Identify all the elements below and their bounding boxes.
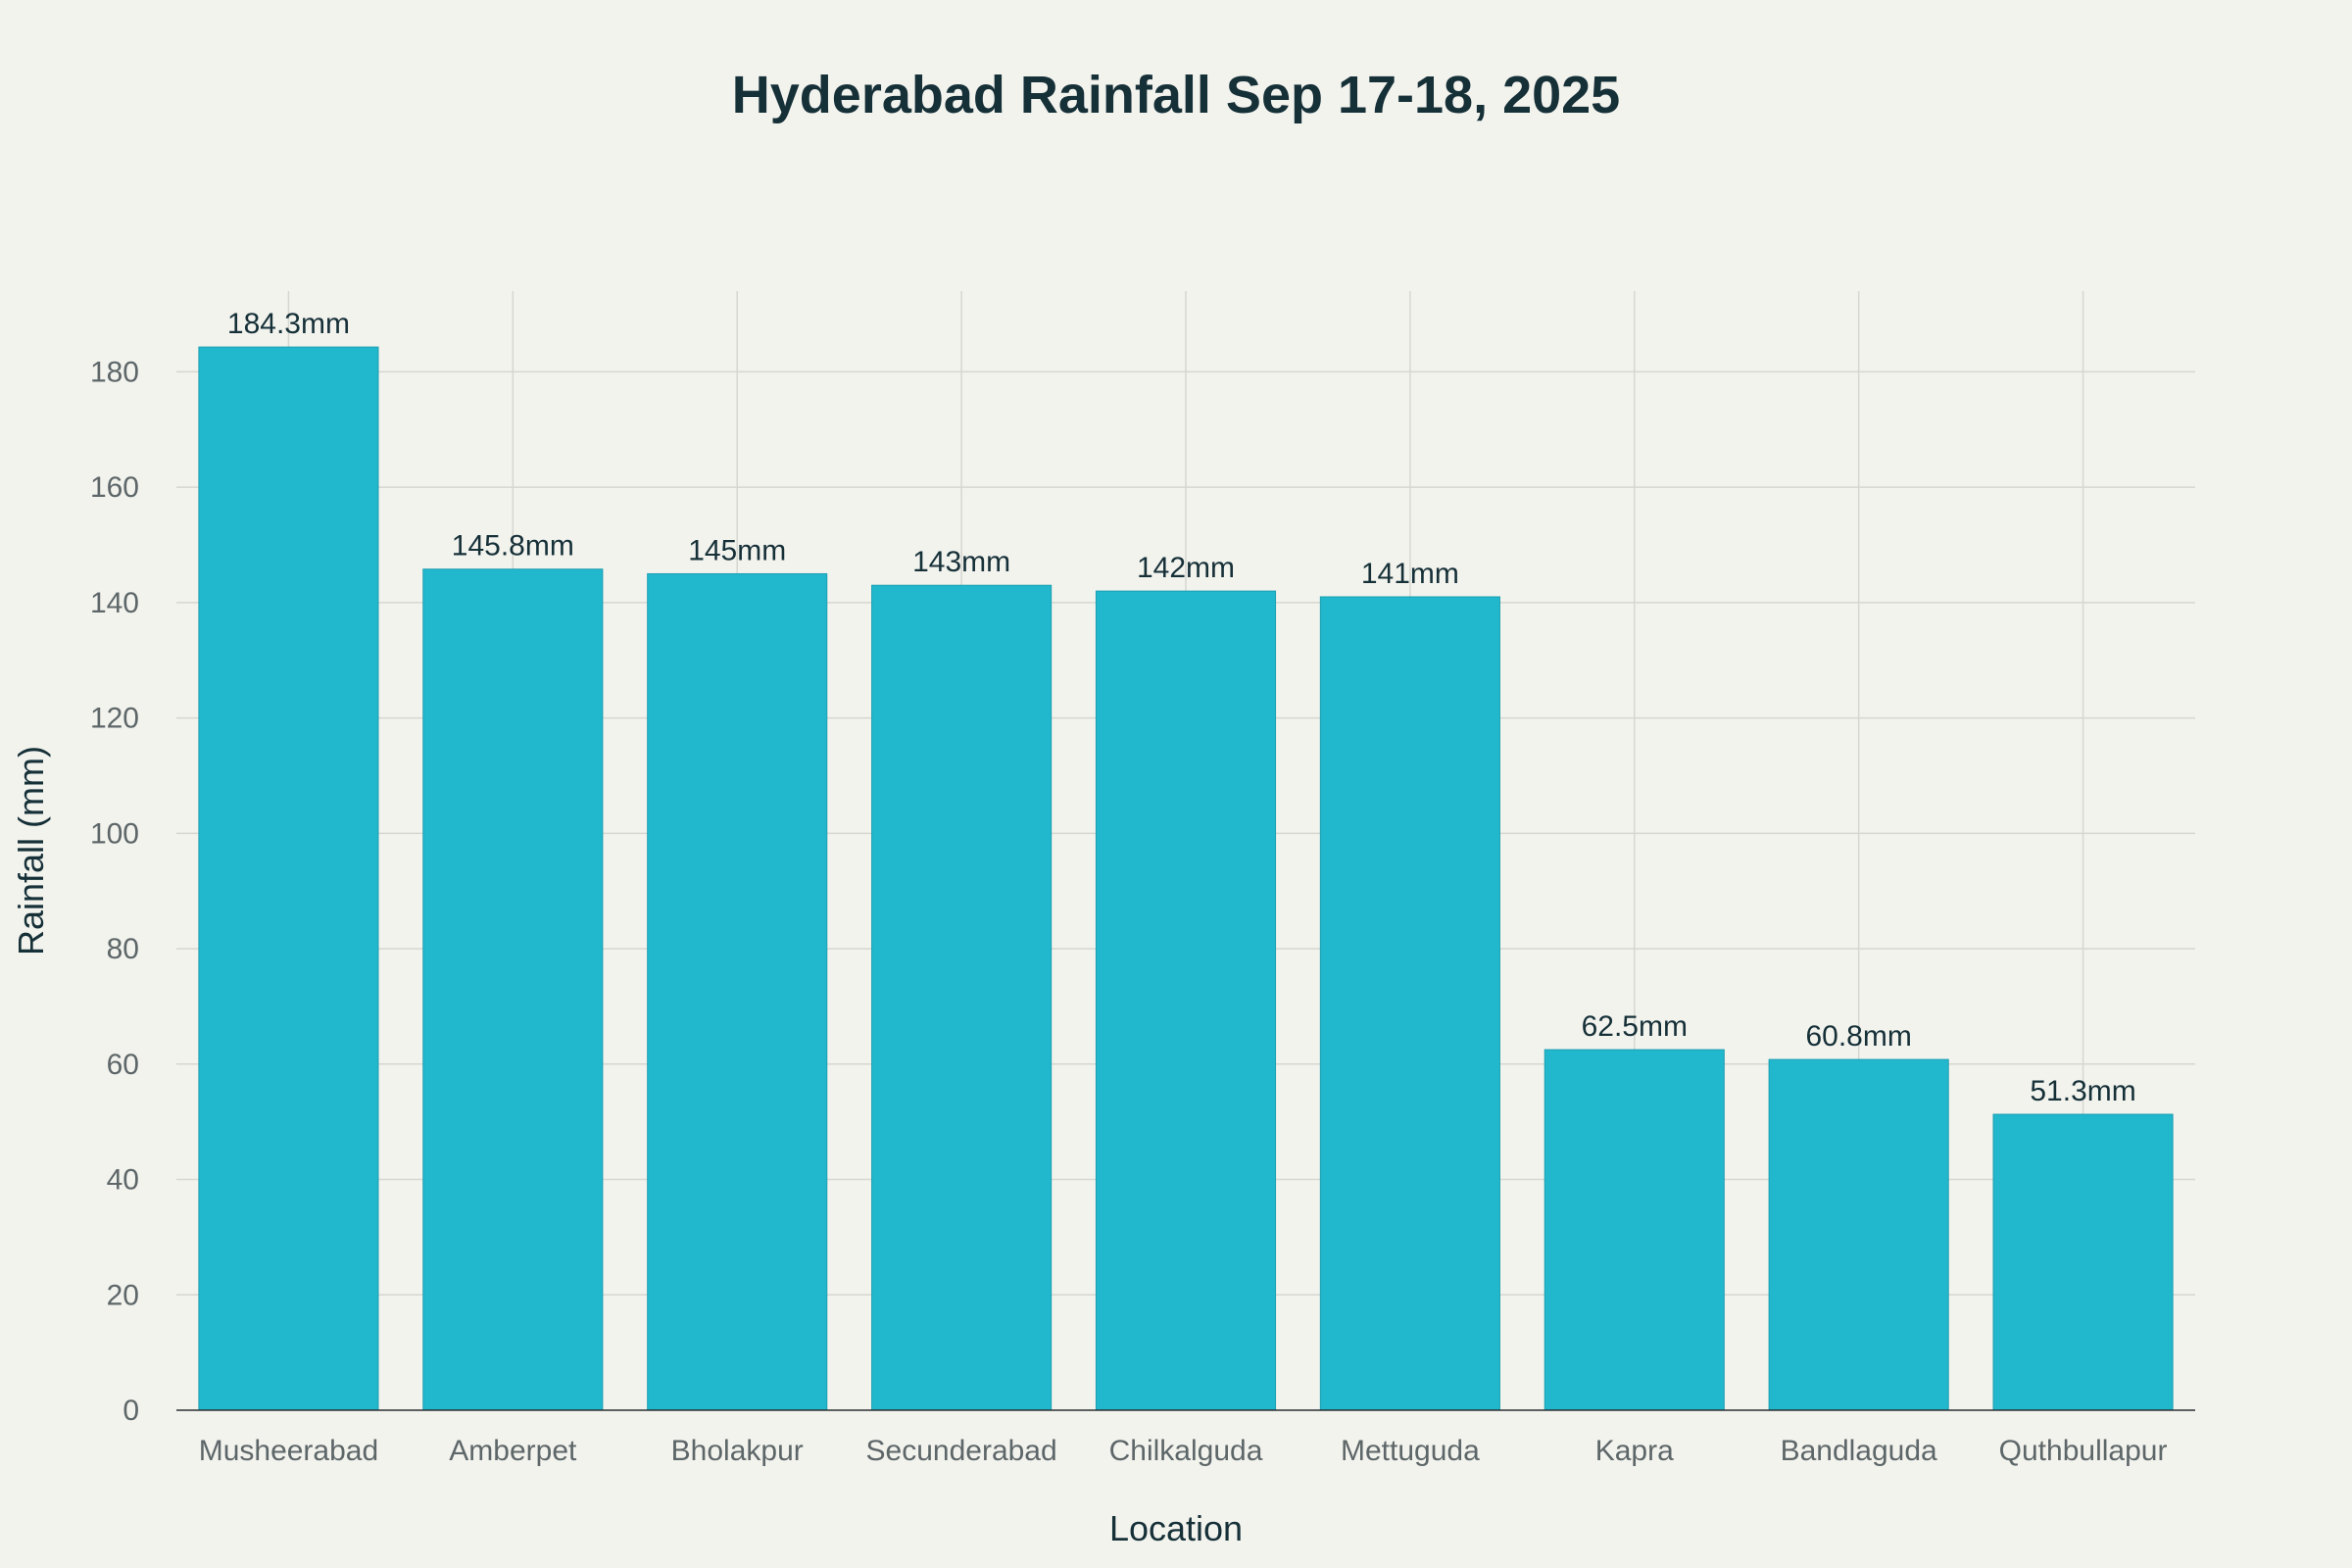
data-label: 184.3mm: [227, 308, 350, 340]
x-tick-label: Quthbullapur: [1999, 1435, 2168, 1467]
data-label: 145mm: [688, 534, 786, 566]
y-tick-label: 0: [122, 1395, 139, 1427]
x-tick-label: Bandlaguda: [1781, 1435, 1937, 1467]
y-tick-label: 80: [107, 933, 139, 965]
ticks-layer: 0 20 40 60 80 100 120 140 160 180 Musheerabad Amber…: [90, 356, 2168, 1467]
bar-mettuguda: [1319, 596, 1500, 1411]
bars-layer: [198, 346, 2174, 1411]
data-label: 62.5mm: [1582, 1010, 1688, 1043]
bar-musheerabad: [198, 346, 379, 1411]
bar-kapra: [1544, 1049, 1725, 1411]
y-tick-label: 60: [107, 1049, 139, 1081]
bar-bholakpur: [647, 572, 828, 1411]
chart-title: Hyderabad Rainfall Sep 17-18, 2025: [732, 66, 1620, 124]
bar-amberpet: [422, 568, 604, 1411]
x-tick-label: Bholakpur: [671, 1435, 804, 1467]
data-label: 142mm: [1137, 552, 1235, 584]
bar-secunderabad: [871, 584, 1053, 1411]
x-tick-label: Musheerabad: [199, 1435, 378, 1467]
x-axis-title: Location: [1109, 1508, 1243, 1548]
data-label: 141mm: [1361, 558, 1459, 590]
data-label: 145.8mm: [452, 530, 574, 563]
bar-quthbullapur: [1992, 1113, 2174, 1411]
y-tick-label: 180: [90, 356, 139, 388]
y-tick-label: 20: [107, 1279, 139, 1311]
y-tick-label: 100: [90, 817, 139, 850]
bar-bandlaguda: [1768, 1058, 1949, 1411]
x-tick-label: Chilkalguda: [1109, 1435, 1263, 1467]
data-labels-layer: 184.3mm 145.8mm 145mm 143mm 142mm 141mm 62.5mm…: [227, 308, 2136, 1107]
y-tick-label: 160: [90, 471, 139, 504]
x-tick-label: Secunderabad: [866, 1435, 1057, 1467]
data-label: 143mm: [912, 546, 1010, 578]
y-tick-label: 40: [107, 1164, 139, 1197]
y-axis-title: Rainfall (mm): [11, 746, 51, 956]
x-tick-label: Amberpet: [449, 1435, 577, 1467]
x-tick-label: Kapra: [1595, 1435, 1674, 1467]
data-label: 51.3mm: [2030, 1075, 2135, 1107]
data-label: 60.8mm: [1805, 1020, 1911, 1053]
y-tick-label: 140: [90, 587, 139, 619]
y-tick-label: 120: [90, 703, 139, 735]
bar-chilkalguda: [1095, 590, 1277, 1411]
x-tick-label: Mettuguda: [1341, 1435, 1480, 1467]
